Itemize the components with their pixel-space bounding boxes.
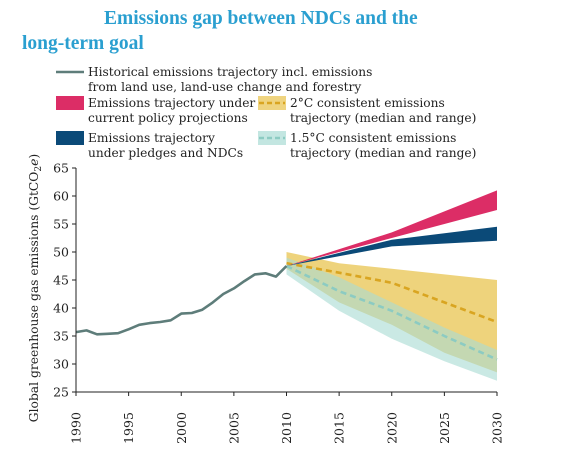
legend-label: from land use, land-use change and fores… bbox=[88, 80, 361, 94]
x-tick-label: 1995 bbox=[121, 412, 136, 444]
legend-label: under pledges and NDCs bbox=[88, 146, 243, 160]
one-five-c-range-band bbox=[286, 257, 497, 381]
legend-label: trajectory (median and range) bbox=[290, 111, 476, 125]
x-tick-label: 1990 bbox=[69, 412, 84, 444]
pledges-ndc-band bbox=[286, 226, 497, 266]
x-tick-label: 2010 bbox=[279, 412, 294, 444]
legend-label: 1.5°C consistent emissions bbox=[290, 131, 456, 145]
legend-swatch bbox=[56, 131, 84, 145]
plot-area bbox=[75, 190, 498, 381]
x-tick-label: 2030 bbox=[490, 412, 505, 444]
chart-title: Emissions gap between NDCs and the long-… bbox=[22, 6, 482, 56]
legend-swatch bbox=[56, 96, 84, 110]
y-tick-label: 35 bbox=[53, 329, 69, 344]
y-tick-label: 25 bbox=[53, 385, 69, 400]
chart-title-line-2: long-term goal bbox=[22, 33, 144, 54]
legend-label: current policy projections bbox=[88, 111, 248, 125]
current-policy-band bbox=[286, 190, 497, 266]
legend-label: 2°C consistent emissions bbox=[290, 96, 445, 110]
y-tick-label: 55 bbox=[53, 217, 69, 232]
legend-label: Historical emissions trajectory incl. em… bbox=[88, 65, 372, 79]
legend-label: trajectory (median and range) bbox=[290, 146, 476, 160]
x-tick-label: 2025 bbox=[437, 412, 452, 444]
x-tick-label: 2000 bbox=[174, 412, 189, 444]
y-tick-label: 45 bbox=[53, 273, 69, 288]
y-tick-label: 30 bbox=[53, 357, 69, 372]
historical-emissions-line bbox=[75, 265, 288, 336]
legend-label: Emissions trajectory under bbox=[88, 96, 255, 110]
one-five-c-median-line bbox=[285, 264, 498, 361]
x-tick-label: 2015 bbox=[332, 412, 347, 444]
x-tick-label: 2020 bbox=[384, 412, 399, 444]
y-tick-label: 40 bbox=[53, 301, 69, 316]
y-tick-label: 50 bbox=[53, 245, 69, 260]
two-c-median-line bbox=[286, 261, 498, 324]
axes: 25 30 35 40 45 50 55 60 65 1990 1995 2000 2005 2010 20… bbox=[27, 154, 505, 444]
legend-label: Emissions trajectory bbox=[88, 131, 215, 145]
legend: Historical emissions trajectory incl. em… bbox=[56, 65, 476, 160]
legend-item-historical: Historical emissions trajectory incl. em… bbox=[56, 65, 372, 94]
y-tick-label: 60 bbox=[53, 189, 69, 204]
y-axis-title: Global greenhouse gas emissions (GtCO2e) bbox=[27, 154, 44, 422]
x-tick-label: 2005 bbox=[226, 412, 241, 444]
y-tick-label: 65 bbox=[53, 161, 69, 176]
chart-title-line-1: Emissions gap between NDCs and the bbox=[104, 8, 418, 29]
